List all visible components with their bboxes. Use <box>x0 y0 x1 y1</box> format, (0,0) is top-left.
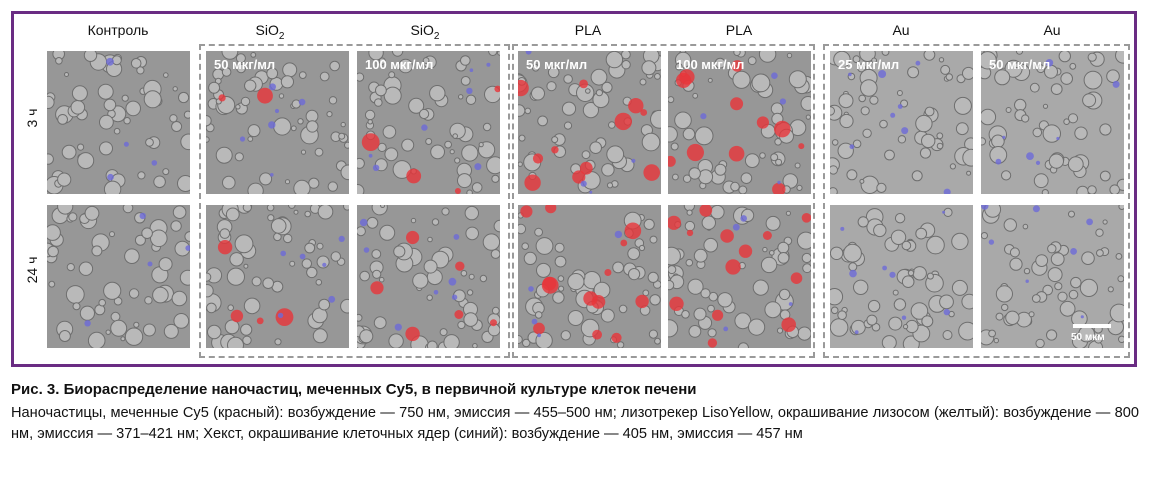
micrograph-panel <box>357 205 500 348</box>
col-label-control: Контроль <box>87 22 149 38</box>
col-label-au-a: Au <box>892 22 910 38</box>
micrograph-panel: 100 мкг/мл <box>357 51 500 194</box>
row-label-24h: 24 ч <box>24 256 40 284</box>
concentration-label: 100 мкг/мл <box>365 57 434 72</box>
micrograph-panel: 50 мкг/мл <box>981 51 1124 194</box>
concentration-label: 50 мкг/мл <box>526 57 588 72</box>
concentration-label: 50 мкг/мл <box>214 57 276 72</box>
group-sio2 <box>199 44 510 358</box>
group-au <box>823 44 1130 358</box>
scale-bar <box>1073 324 1111 328</box>
concentration-label: 50 мкг/мл <box>989 57 1051 72</box>
micrograph-panel <box>668 205 811 348</box>
micrograph-panel <box>47 205 190 348</box>
col-label-pla-a: PLA <box>574 22 602 38</box>
micrograph-panel <box>830 205 973 348</box>
micrograph-panel: 25 мкг/мл <box>830 51 973 194</box>
scale-bar-label: 50 мкм <box>1071 332 1105 343</box>
col-label-pla-b: PLA <box>725 22 753 38</box>
figure-frame <box>11 11 1137 367</box>
micrograph-panel <box>206 205 349 348</box>
micrograph-panel <box>518 205 661 348</box>
concentration-label: 100 мкг/мл <box>676 57 745 72</box>
micrograph-panel: 50 мкг/мл <box>518 51 661 194</box>
col-label-sio2-b: SiO2 <box>410 22 440 42</box>
row-label-3h: 3 ч <box>24 108 40 128</box>
group-pla <box>512 44 815 358</box>
figure-caption-text: Наночастицы, меченные Cy5 (красный): воз… <box>11 405 1139 442</box>
figure-caption-title: Рис. 3. Биораспределение наночастиц, меч… <box>11 381 697 398</box>
micrograph-panel: 100 мкг/мл <box>668 51 811 194</box>
micrograph-panel <box>47 51 190 194</box>
col-label-au-b: Au <box>1043 22 1061 38</box>
micrograph-panel: 50 мкг/мл <box>206 51 349 194</box>
concentration-label: 25 мкг/мл <box>838 57 900 72</box>
col-label-sio2-a: SiO2 <box>255 22 285 42</box>
